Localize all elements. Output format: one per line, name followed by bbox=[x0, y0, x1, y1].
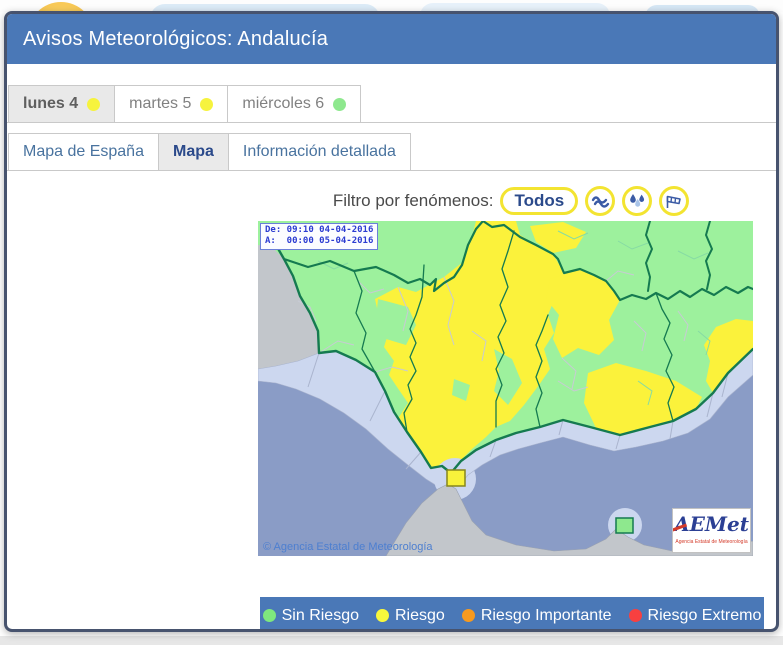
coastal-zone-dividers bbox=[307, 352, 729, 470]
coastal-phenomena-icon bbox=[591, 196, 609, 208]
legend-label: Riesgo bbox=[395, 606, 445, 624]
risk-dot bbox=[87, 97, 101, 111]
legend-dot-red bbox=[628, 609, 642, 622]
sun-icon bbox=[28, 2, 94, 12]
tab-label: lunes 4 bbox=[23, 95, 79, 112]
ceuta-warning-square bbox=[446, 469, 466, 487]
map-column: Filtro por fenómenos: Todos bbox=[258, 184, 764, 629]
wind-filter-button[interactable] bbox=[659, 186, 690, 216]
aemet-logo-subtext: Agencia Estatal de Meteorología bbox=[675, 539, 748, 545]
day-tabs: lunes 4 martes 5 miércoles 6 bbox=[7, 85, 776, 123]
warning-map-image bbox=[258, 221, 753, 556]
period-to: A: 00:00 05-04-2016 bbox=[265, 236, 374, 246]
risk-legend: Sin Riesgo Riesgo Riesgo Importante Ries… bbox=[260, 597, 764, 629]
cloud-shape bbox=[150, 4, 380, 12]
province-borders bbox=[274, 221, 753, 541]
aemet-logo-text: AEMet bbox=[673, 509, 749, 539]
map-copyright: © Agencia Estatal de Meteorología bbox=[263, 541, 433, 553]
legend-item-riesgo-importante: Riesgo Importante bbox=[461, 606, 612, 625]
regions-no-risk-pockets bbox=[376, 299, 522, 405]
tab-informacion-detallada[interactable]: Información detallada bbox=[227, 133, 411, 170]
rain-icon bbox=[630, 193, 645, 207]
legend-label: Sin Riesgo bbox=[281, 606, 359, 624]
phenomena-filter: Filtro por fenómenos: Todos bbox=[258, 184, 764, 218]
risk-dot bbox=[333, 97, 347, 111]
tab-label: Información detallada bbox=[242, 143, 396, 160]
page-bottom-strip bbox=[0, 636, 783, 645]
page-background-strip bbox=[0, 0, 783, 12]
comarca-borders bbox=[297, 270, 689, 392]
tab-label: martes 5 bbox=[129, 95, 192, 112]
legend-dot-orange bbox=[461, 609, 475, 622]
filter-label: Filtro por fenómenos: bbox=[332, 191, 494, 210]
legend-label: Riesgo Extremo bbox=[647, 606, 762, 624]
risk-dot bbox=[200, 97, 214, 111]
legend-dot-green bbox=[262, 609, 276, 622]
legend-item-sin-riesgo: Sin Riesgo bbox=[262, 606, 359, 625]
cloud-shape bbox=[645, 5, 760, 12]
legend-item-riesgo-extremo: Riesgo Extremo bbox=[628, 606, 762, 625]
warnings-dialog: Avisos Meteorológicos: Andalucía lunes 4… bbox=[4, 11, 779, 632]
wind-icon bbox=[666, 195, 681, 208]
page-title: Avisos Meteorológicos: Andalucía bbox=[23, 27, 329, 50]
view-tabs: Mapa de España Mapa Información detallad… bbox=[7, 133, 776, 171]
cloud-shape bbox=[420, 3, 610, 12]
dialog-header: Avisos Meteorológicos: Andalucía bbox=[7, 14, 776, 64]
andalucia-warning-map[interactable]: De: 09:10 04-04-2016 A: 00:00 05-04-2016… bbox=[258, 221, 753, 556]
filter-all-button[interactable]: Todos bbox=[500, 187, 579, 215]
regions-risk bbox=[375, 221, 753, 473]
legend-item-riesgo: Riesgo bbox=[376, 607, 445, 625]
aemet-logo: AEMet Agencia Estatal de Meteorología bbox=[672, 508, 751, 553]
rain-filter-button[interactable] bbox=[622, 186, 653, 216]
legend-label: Riesgo Importante bbox=[480, 606, 612, 624]
tab-mapa[interactable]: Mapa bbox=[157, 133, 229, 170]
zone-borders-light bbox=[317, 230, 711, 406]
melilla-warning-square bbox=[615, 517, 634, 534]
region-portugal bbox=[258, 245, 319, 369]
tab-day-lunes[interactable]: lunes 4 bbox=[8, 85, 116, 122]
tab-label: Mapa bbox=[172, 143, 214, 160]
validity-period-box: De: 09:10 04-04-2016 A: 00:00 05-04-2016 bbox=[260, 223, 379, 250]
tab-label: Mapa de España bbox=[23, 143, 144, 160]
coastal-phenomena-filter-button[interactable] bbox=[585, 186, 616, 216]
legend-dot-yellow bbox=[376, 609, 389, 622]
tab-day-miercoles[interactable]: miércoles 6 bbox=[227, 85, 362, 122]
tab-label: miércoles 6 bbox=[242, 95, 325, 112]
period-from: De: 09:10 04-04-2016 bbox=[265, 225, 374, 235]
tab-mapa-espana[interactable]: Mapa de España bbox=[8, 133, 159, 170]
tab-day-martes[interactable]: martes 5 bbox=[114, 85, 229, 122]
